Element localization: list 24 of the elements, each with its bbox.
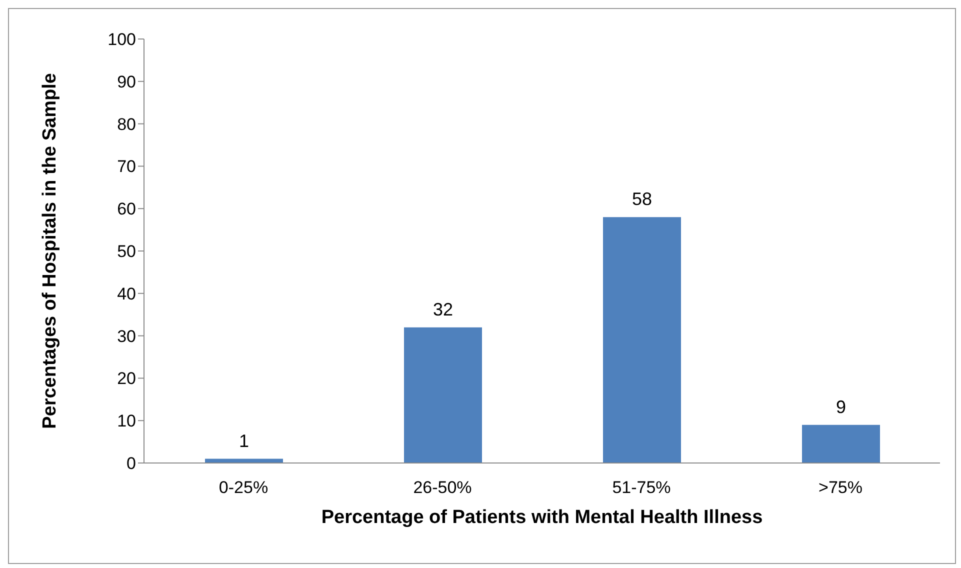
y-tick-label: 0 <box>126 454 136 474</box>
x-tick-label: >75% <box>818 478 862 498</box>
x-axis-title: Percentage of Patients with Mental Health Illness <box>321 507 763 528</box>
x-tick-label: 26-50% <box>413 478 472 498</box>
y-tick-label: 90 <box>117 72 136 92</box>
y-axis-title: Percentages of Hospitals in the Sample <box>40 73 61 429</box>
bar <box>802 424 880 463</box>
y-tick-label: 80 <box>117 114 136 134</box>
x-tick-label: 51-75% <box>612 478 671 498</box>
y-tick-label: 10 <box>117 412 136 431</box>
y-tick-label: 20 <box>117 369 136 388</box>
bar <box>404 327 482 463</box>
y-tick-label: 100 <box>108 30 136 50</box>
data-label: 9 <box>836 396 846 417</box>
y-tick-label: 60 <box>117 200 136 219</box>
data-label: 1 <box>238 430 250 451</box>
y-tick-label: 30 <box>117 326 136 346</box>
bar <box>603 217 681 463</box>
x-tick-label: 0-25% <box>218 478 268 498</box>
y-tick-label: 70 <box>117 157 136 176</box>
y-tick-label: 50 <box>117 242 136 262</box>
data-label: 58 <box>632 189 652 210</box>
y-tick-label: 40 <box>117 284 136 304</box>
data-label: 32 <box>432 299 454 320</box>
